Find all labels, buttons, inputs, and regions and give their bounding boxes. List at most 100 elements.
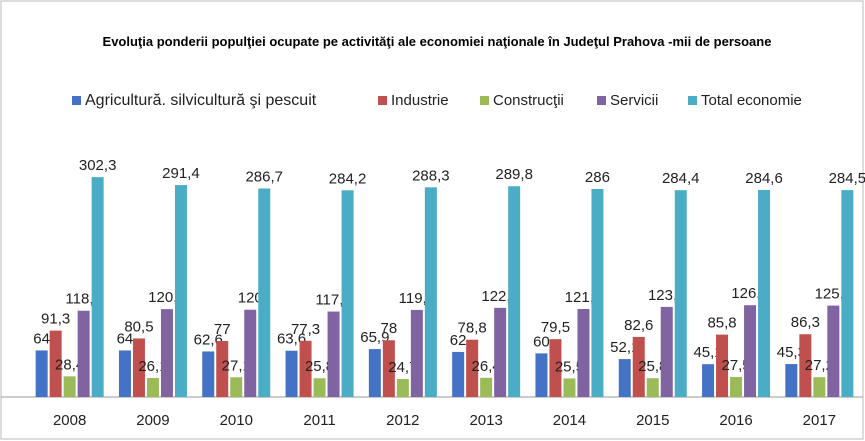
bar bbox=[646, 378, 659, 397]
data-label: 78 bbox=[381, 320, 398, 337]
data-label: 291,4 bbox=[162, 165, 200, 182]
bar bbox=[424, 187, 437, 397]
bar bbox=[299, 340, 312, 397]
bar bbox=[591, 189, 604, 397]
data-label: 64 bbox=[117, 330, 134, 347]
bar bbox=[452, 351, 465, 397]
data-label: 77 bbox=[214, 321, 231, 338]
bar bbox=[118, 350, 131, 397]
bar bbox=[716, 334, 729, 397]
bar bbox=[660, 306, 673, 397]
data-label: 78,8 bbox=[458, 320, 487, 337]
data-label: 286,7 bbox=[245, 168, 283, 185]
data-label: 45,3 bbox=[777, 344, 806, 361]
bar bbox=[63, 376, 76, 397]
bar bbox=[674, 190, 687, 397]
x-tick-label: 2016 bbox=[719, 412, 752, 429]
bar bbox=[216, 341, 229, 397]
data-label: 25,8 bbox=[305, 358, 334, 375]
data-label: 284,2 bbox=[329, 170, 367, 187]
bar bbox=[313, 378, 326, 397]
bar bbox=[146, 378, 159, 397]
legend-label: Servicii bbox=[610, 92, 658, 109]
legend-label: Agricultură. silvicultură şi pescuit bbox=[85, 92, 317, 109]
bar bbox=[230, 377, 243, 397]
bar bbox=[758, 190, 771, 397]
bar bbox=[327, 311, 340, 397]
data-label: 62,6 bbox=[194, 331, 223, 348]
data-label: 288,3 bbox=[412, 167, 450, 184]
data-label: 284,4 bbox=[662, 170, 700, 187]
bar bbox=[174, 185, 187, 397]
x-tick-label: 2017 bbox=[803, 412, 836, 429]
bar bbox=[841, 190, 854, 397]
legend-label: Construcţii bbox=[493, 92, 564, 109]
data-label: 26,1 bbox=[138, 358, 167, 375]
bar bbox=[35, 350, 48, 397]
data-label: 45,1 bbox=[693, 344, 722, 361]
data-label: 25,8 bbox=[638, 358, 667, 375]
x-tick-label: 2013 bbox=[469, 412, 502, 429]
data-label: 85,8 bbox=[707, 315, 736, 332]
bar bbox=[577, 309, 590, 397]
data-label: 77,3 bbox=[291, 321, 320, 338]
legend-swatch bbox=[480, 96, 489, 105]
bar bbox=[785, 364, 798, 397]
bar bbox=[508, 186, 521, 397]
x-tick-label: 2011 bbox=[303, 412, 335, 429]
bar bbox=[535, 353, 548, 397]
bar bbox=[258, 188, 271, 397]
bar bbox=[396, 379, 409, 397]
data-label: 24,7 bbox=[388, 359, 417, 376]
x-tick-label: 2009 bbox=[136, 412, 169, 429]
data-label: 64 bbox=[33, 330, 50, 347]
data-label: 286 bbox=[585, 169, 610, 186]
bar bbox=[813, 377, 826, 397]
data-label: 120 bbox=[238, 290, 263, 307]
legend-swatch bbox=[688, 96, 697, 105]
data-label: 25,5 bbox=[555, 358, 584, 375]
chart-title: Evoluţia ponderii populţiei ocupate pe a… bbox=[102, 34, 772, 49]
legend-label: Industrie bbox=[391, 92, 449, 109]
bar bbox=[160, 309, 173, 397]
bar bbox=[730, 377, 743, 397]
bar bbox=[368, 349, 381, 397]
bar bbox=[410, 309, 423, 397]
data-label: 79,5 bbox=[541, 319, 570, 336]
data-label: 60 bbox=[533, 333, 550, 350]
legend-swatch bbox=[378, 96, 387, 105]
bar bbox=[244, 309, 257, 397]
data-label: 91,3 bbox=[41, 311, 70, 328]
x-tick-label: 2015 bbox=[636, 412, 669, 429]
data-label: 65,9 bbox=[360, 329, 389, 346]
data-label: 52,1 bbox=[610, 339, 639, 356]
bar bbox=[49, 330, 62, 397]
legend-swatch bbox=[72, 96, 81, 105]
bar bbox=[202, 351, 215, 397]
bar bbox=[382, 340, 395, 397]
bar bbox=[466, 339, 479, 397]
x-tick-label: 2008 bbox=[53, 412, 86, 429]
data-label: 62 bbox=[450, 332, 467, 349]
bar bbox=[77, 310, 90, 397]
x-tick-label: 2014 bbox=[553, 412, 586, 429]
bar bbox=[563, 378, 576, 397]
data-label: 82,6 bbox=[624, 317, 653, 334]
legend-label: Total economie bbox=[701, 92, 802, 109]
bar bbox=[341, 190, 354, 397]
bar bbox=[480, 377, 493, 397]
data-label: 26,4 bbox=[472, 358, 501, 375]
x-tick-label: 2010 bbox=[220, 412, 253, 429]
bar bbox=[702, 364, 715, 397]
bar bbox=[632, 336, 645, 397]
bar bbox=[132, 338, 145, 397]
bar bbox=[549, 339, 562, 397]
data-label: 27,1 bbox=[222, 357, 251, 374]
x-tick-label: 2012 bbox=[386, 412, 419, 429]
data-label: 80,5 bbox=[124, 318, 153, 335]
data-label: 63,6 bbox=[277, 331, 306, 348]
data-label: 27,2 bbox=[805, 357, 834, 374]
